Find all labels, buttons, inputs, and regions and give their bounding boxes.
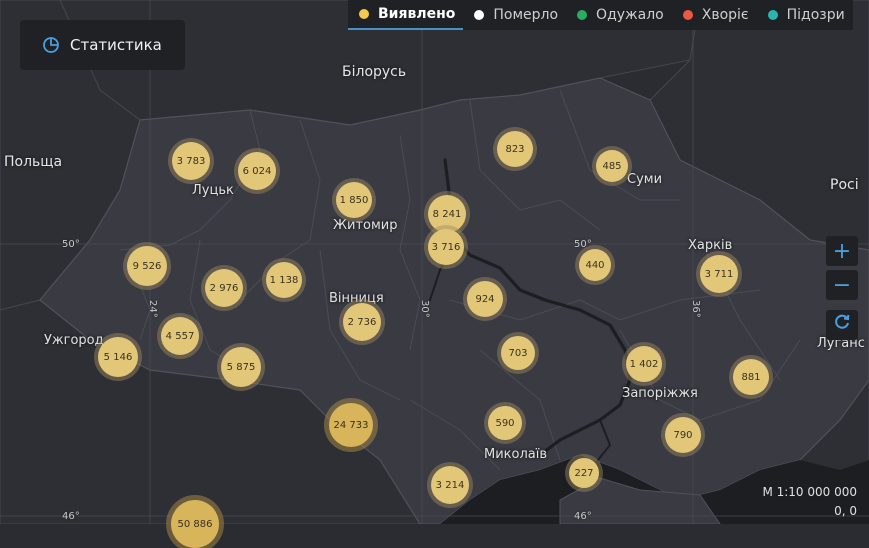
case-cluster[interactable]: 590 bbox=[488, 406, 522, 440]
grid-label-lat: 46° bbox=[62, 511, 80, 522]
dot-icon bbox=[577, 10, 588, 20]
case-cluster[interactable]: 5 146 bbox=[98, 337, 138, 377]
case-cluster[interactable]: 24 733 bbox=[329, 403, 373, 447]
zoom-out-button[interactable]: − bbox=[826, 270, 858, 300]
city-label-mykolaiv: Миколаїв bbox=[484, 447, 548, 462]
case-cluster[interactable]: 6 024 bbox=[238, 152, 276, 190]
case-cluster[interactable]: 2 736 bbox=[343, 303, 381, 341]
legend-tabs: Виявлено Померло Одужало Хворіє Підозри bbox=[348, 0, 853, 30]
case-cluster[interactable]: 485 bbox=[596, 150, 628, 182]
case-cluster[interactable]: 8 241 bbox=[428, 195, 466, 233]
city-label-kharkiv: Харків bbox=[688, 238, 733, 253]
country-label-belarus: Білорусь bbox=[342, 64, 407, 80]
plus-icon: + bbox=[832, 238, 852, 264]
statistics-button[interactable]: Статистика bbox=[20, 20, 185, 70]
city-label-lutsk: Луцьк bbox=[192, 183, 234, 198]
legend-tab-deaths[interactable]: Померло bbox=[463, 0, 566, 30]
zoom-in-button[interactable]: + bbox=[826, 236, 858, 266]
legend-label: Підозри bbox=[786, 7, 845, 23]
legend-label: Померло bbox=[493, 7, 559, 23]
pie-chart-icon bbox=[42, 36, 60, 54]
case-cluster[interactable]: 3 716 bbox=[428, 229, 464, 265]
case-cluster[interactable]: 9 526 bbox=[127, 246, 167, 286]
case-cluster[interactable]: 881 bbox=[733, 359, 769, 395]
legend-tab-suspected[interactable]: Підозри bbox=[757, 0, 853, 30]
case-cluster[interactable]: 50 886 bbox=[171, 500, 219, 548]
case-cluster[interactable]: 3 214 bbox=[431, 466, 469, 504]
grid-label-lon: 36° bbox=[690, 300, 701, 318]
legend-tab-recovered[interactable]: Одужало bbox=[566, 0, 672, 30]
country-label-poland: Польща bbox=[4, 154, 63, 170]
reset-view-button[interactable] bbox=[826, 310, 858, 340]
dot-icon bbox=[474, 10, 485, 20]
city-label-zhytomyr: Житомир bbox=[333, 218, 398, 233]
grid-label-lat: 50° bbox=[574, 239, 592, 250]
refresh-icon bbox=[832, 312, 852, 338]
legend-label: Одужало bbox=[596, 7, 664, 23]
minus-icon: − bbox=[832, 272, 852, 298]
case-cluster[interactable]: 703 bbox=[501, 336, 535, 370]
city-label-sumy: Суми bbox=[627, 172, 663, 187]
city-label-zaporizhzhia: Запоріжжя bbox=[622, 386, 698, 401]
case-cluster[interactable]: 4 557 bbox=[161, 317, 199, 355]
case-cluster[interactable]: 227 bbox=[569, 458, 599, 488]
case-cluster[interactable]: 3 711 bbox=[700, 255, 738, 293]
map-scale: М 1:10 000 000 bbox=[762, 485, 857, 499]
map-canvas[interactable] bbox=[0, 0, 869, 524]
legend-label: Хворіє bbox=[701, 7, 749, 23]
dot-icon bbox=[767, 10, 778, 20]
coordinate-readout: 0, 0 bbox=[834, 504, 857, 518]
dot-icon bbox=[359, 9, 369, 19]
city-label-uzhhorod: Ужгород bbox=[44, 333, 104, 348]
case-cluster[interactable]: 3 783 bbox=[172, 142, 210, 180]
case-cluster[interactable]: 1 138 bbox=[266, 262, 302, 298]
case-cluster[interactable]: 1 402 bbox=[626, 346, 662, 382]
grid-label-lat: 46° bbox=[574, 511, 592, 522]
legend-tab-sick[interactable]: Хворіє bbox=[672, 0, 757, 30]
case-cluster[interactable]: 1 850 bbox=[336, 182, 372, 218]
case-cluster[interactable]: 5 875 bbox=[221, 347, 261, 387]
case-cluster[interactable]: 924 bbox=[467, 281, 503, 317]
dot-icon bbox=[682, 10, 693, 20]
grid-label-lon: 30° bbox=[419, 300, 430, 318]
grid-label-lat: 50° bbox=[62, 239, 80, 250]
case-cluster[interactable]: 2 976 bbox=[205, 269, 243, 307]
legend-tab-detected[interactable]: Виявлено bbox=[348, 0, 464, 30]
city-label-vinnytsia: Вінниця bbox=[329, 291, 384, 306]
crimea-gap bbox=[559, 477, 721, 524]
case-cluster[interactable]: 440 bbox=[579, 249, 611, 281]
statistics-button-label: Статистика bbox=[70, 36, 162, 54]
case-cluster[interactable]: 790 bbox=[665, 417, 701, 453]
legend-label: Виявлено bbox=[378, 6, 456, 22]
country-label-russia: Росі bbox=[830, 177, 859, 193]
black-sea bbox=[440, 455, 869, 524]
grid-label-lon: 24° bbox=[147, 300, 158, 318]
case-cluster[interactable]: 823 bbox=[497, 131, 533, 167]
